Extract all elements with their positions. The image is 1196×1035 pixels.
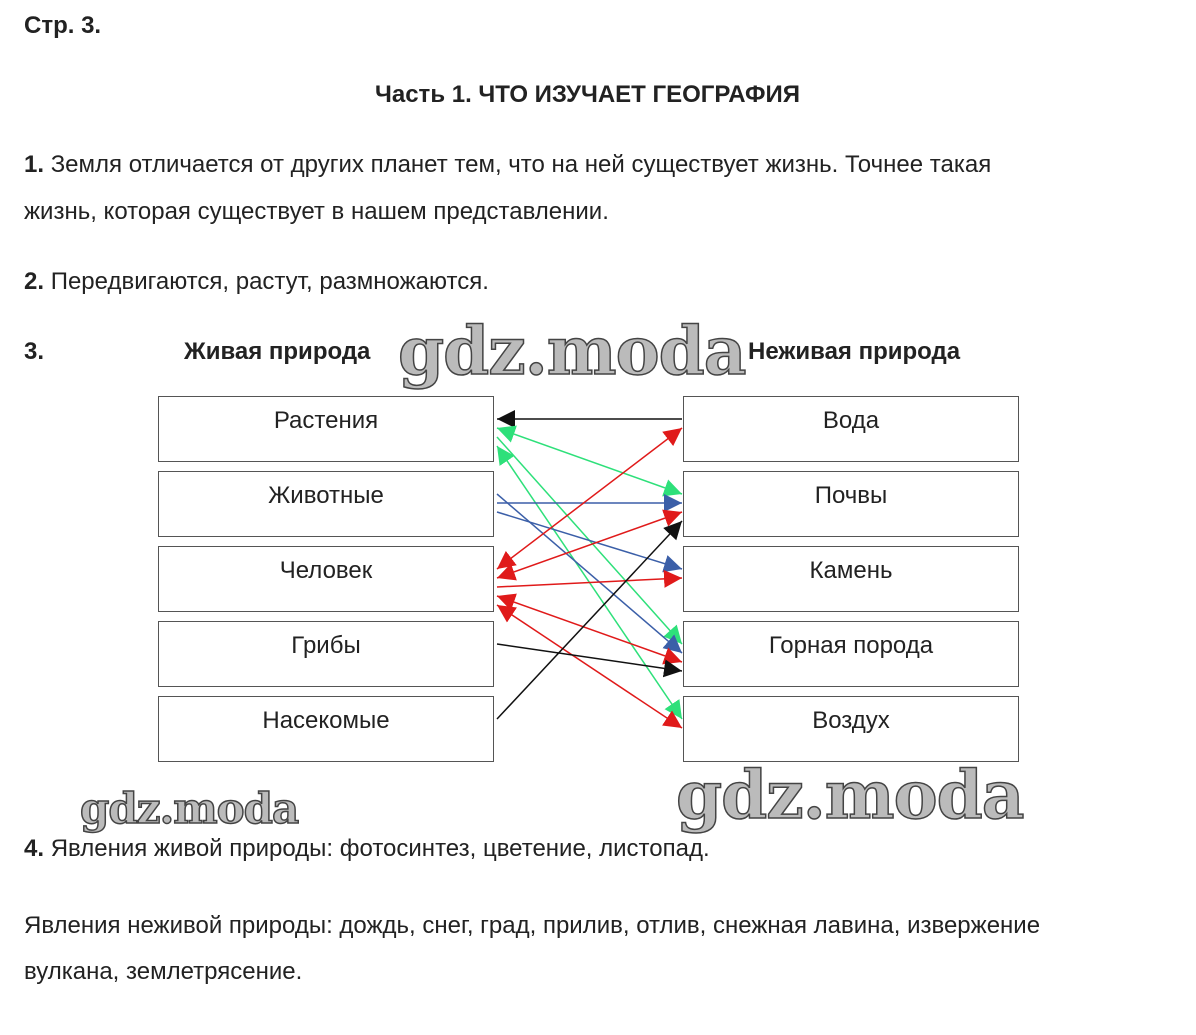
watermark-logo: gdz.moda [79,783,300,834]
page-label: Стр. 3. [24,12,102,39]
living-header: Живая природа [184,338,371,365]
connection-arrow [496,425,683,497]
watermark-logo: gdz.moda [397,311,747,391]
nonliving-item: Воздух [683,696,1019,762]
living-item: Насекомые [158,696,494,762]
connection-arrow [496,520,683,720]
answer-1: 1. Земля отличается от других планет тем… [24,151,992,178]
connection-arrow [496,569,683,588]
living-item: Животные [158,471,494,537]
connection-arrow [496,643,683,678]
connection-arrow [496,604,683,729]
living-item: Грибы [158,621,494,687]
answer-4-nonliving: Явления неживой природы: дождь, снег, гр… [24,912,1041,939]
answer-4: 4. Явления живой природы: фотосинтез, цв… [24,835,710,862]
connection-arrow [496,511,683,573]
nonliving-item: Камень [683,546,1019,612]
answer-2: 2. Передвигаются, растут, размножаются. [24,268,489,295]
nonliving-item: Вода [683,396,1019,462]
page-title: Часть 1. ЧТО ИЗУЧАЕТ ГЕОГРАФИЯ [375,81,801,108]
living-item: Человек [158,546,494,612]
answer-1-cont: жизнь, которая существует в нашем предст… [24,198,609,225]
answer-3-num: 3. [24,338,45,365]
nonliving-header: Неживая природа [748,338,961,365]
living-item: Растения [158,396,494,462]
connection-arrow [496,427,683,570]
nonliving-item: Почвы [683,471,1019,537]
nonliving-item: Горная порода [683,621,1019,687]
watermark-logo: gdz.moda [675,755,1025,835]
connection-arrow [496,509,683,581]
answer-4-nonliving-cont: вулкана, землетрясение. [24,958,303,985]
